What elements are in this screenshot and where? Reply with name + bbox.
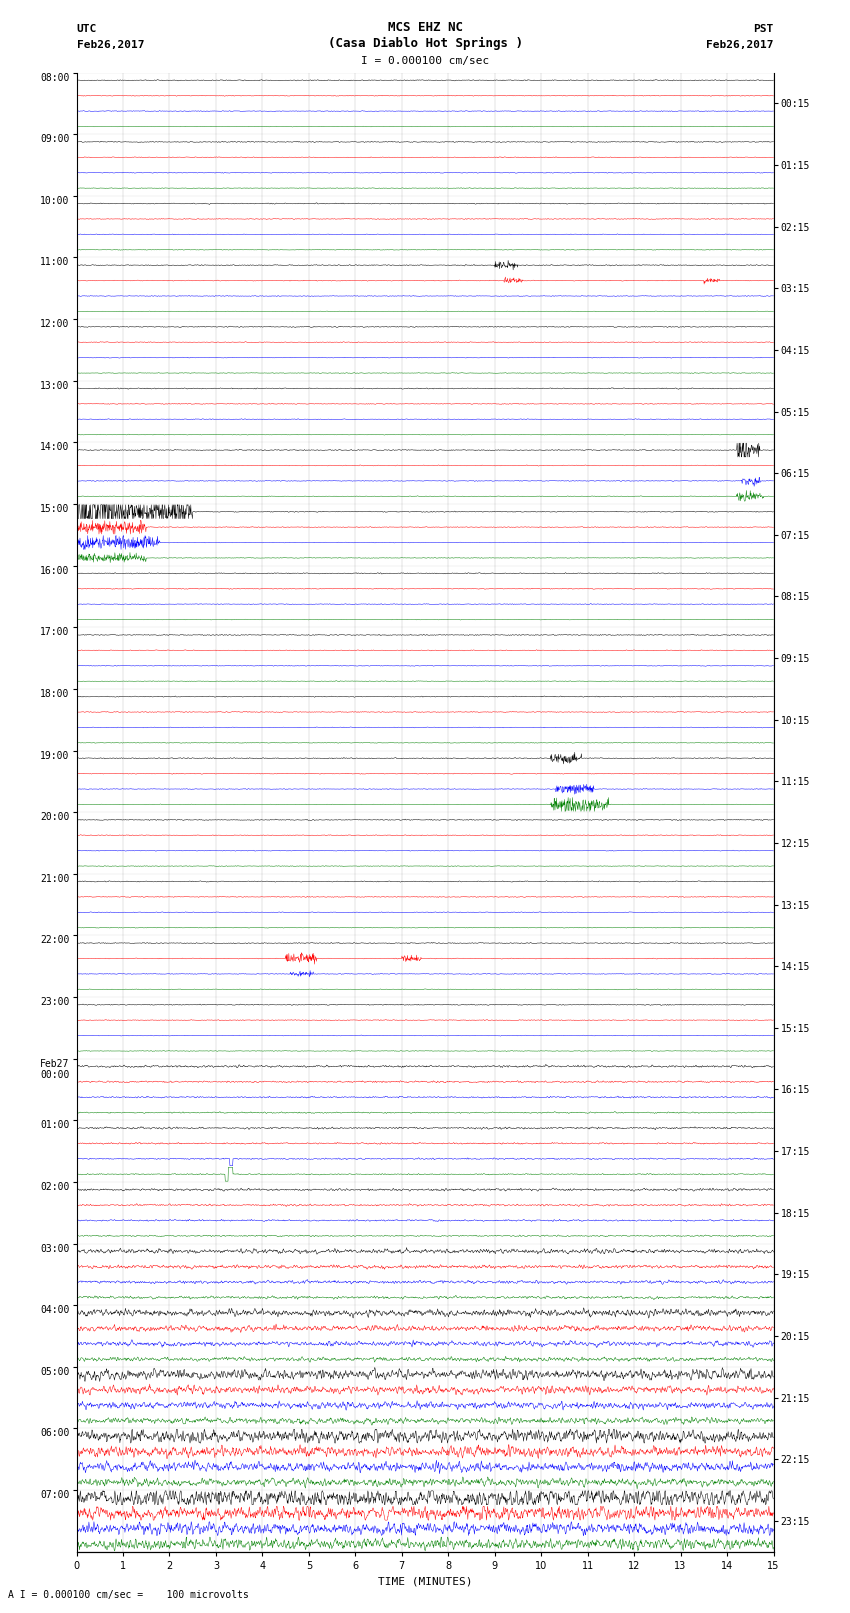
- Text: Feb26,2017: Feb26,2017: [76, 40, 144, 50]
- Text: Feb26,2017: Feb26,2017: [706, 40, 774, 50]
- Text: (Casa Diablo Hot Springs ): (Casa Diablo Hot Springs ): [327, 37, 523, 50]
- Text: I = 0.000100 cm/sec: I = 0.000100 cm/sec: [361, 55, 489, 66]
- Text: MCS EHZ NC: MCS EHZ NC: [388, 21, 462, 34]
- X-axis label: TIME (MINUTES): TIME (MINUTES): [377, 1576, 473, 1586]
- Text: PST: PST: [753, 24, 774, 34]
- Text: UTC: UTC: [76, 24, 97, 34]
- Text: A I = 0.000100 cm/sec =    100 microvolts: A I = 0.000100 cm/sec = 100 microvolts: [8, 1590, 249, 1600]
